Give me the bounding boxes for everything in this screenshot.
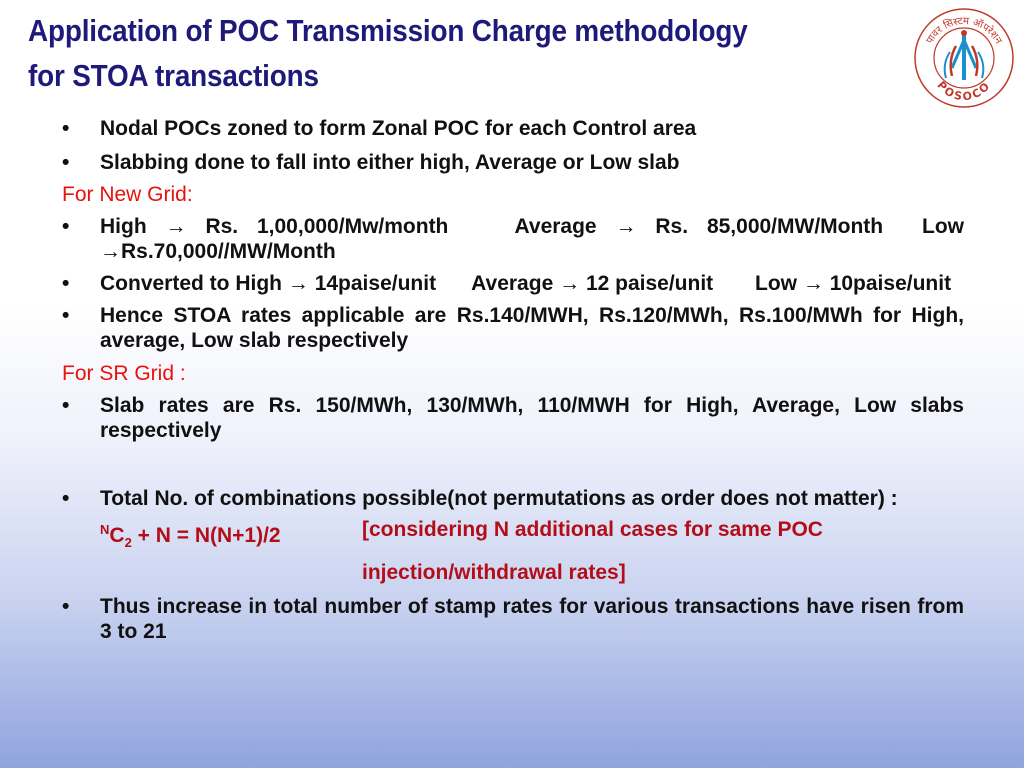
- bullet-slabbing: • Slabbing done to fall into either high…: [62, 150, 964, 175]
- bullet-new-grid-rates: • High → Rs. 1,00,000/Mw/month Average →…: [62, 214, 964, 264]
- bullet-total-combinations: • Total No. of combinations possible(not…: [62, 486, 964, 511]
- logo-emblem-icon: [943, 30, 985, 80]
- bullet-text: Nodal POCs zoned to form Zonal POC for e…: [100, 117, 697, 140]
- bullet-dot: •: [62, 595, 70, 619]
- bullet-dot: •: [62, 151, 70, 174]
- bullet-dot: •: [62, 394, 70, 417]
- arrow-right-icon: →: [165, 215, 187, 238]
- bullet-dot: •: [62, 304, 70, 327]
- bullet-text: Hence STOA rates applicable are Rs.140/M…: [100, 304, 964, 352]
- converted-low-label: Low: [755, 272, 797, 295]
- bullet-converted: • Converted to High → 14paise/unit Avera…: [62, 271, 964, 296]
- slide-title: Application of POC Transmission Charge m…: [28, 8, 811, 98]
- bullet-stamp-rates-increase: • Thus increase in total number of stamp…: [62, 594, 964, 644]
- arrow-right-icon: →: [559, 272, 581, 295]
- bullet-text: Slabbing done to fall into either high, …: [100, 151, 680, 174]
- new-grid-header: For New Grid:: [62, 183, 193, 206]
- formula-note-line-2: injection/withdrawal rates]: [362, 561, 626, 585]
- bullet-stoa-rates: • Hence STOA rates applicable are Rs.140…: [62, 303, 964, 353]
- bullet-text: Slab rates are Rs. 150/MWh, 130/MWh, 110…: [100, 394, 964, 442]
- bullet-text: Total No. of combinations possible(not p…: [100, 487, 898, 510]
- arrow-right-icon: →: [100, 240, 121, 263]
- converted-high-value: 14paise/unit: [314, 272, 437, 295]
- combination-formula: NC2 + N = N(N+1)/2 [considering N additi…: [62, 515, 964, 558]
- formula-superscript: N: [100, 522, 110, 537]
- bullet-dot: •: [62, 117, 70, 140]
- posoco-logo: पावर सिस्टम ऑपरेशन POSOCO: [914, 8, 1014, 108]
- bullet-sr-slab-rates: • Slab rates are Rs. 150/MWh, 130/MWh, 1…: [62, 393, 964, 443]
- bullet-text: High → Rs. 1,00,000/Mw/month Average → R…: [100, 214, 964, 264]
- low-rate: Rs.70,000//MW/Month: [121, 240, 336, 263]
- arrow-right-icon: →: [802, 272, 824, 295]
- slide-title-line-1: Application of POC Transmission Charge m…: [28, 13, 748, 48]
- average-label: Average: [514, 215, 597, 238]
- converted-average-value: 12 paise/unit: [585, 272, 714, 295]
- high-rate: Rs. 1,00,000/Mw/month: [205, 215, 449, 238]
- converted-low-value: 10paise/unit: [829, 272, 952, 295]
- arrow-right-icon: →: [287, 272, 309, 295]
- average-rate: Rs. 85,000/MW/Month: [655, 215, 884, 238]
- bullet-text: Thus increase in total number of stamp r…: [100, 595, 964, 644]
- bullet-text: Converted to High → 14paise/unit Average…: [100, 271, 964, 296]
- bullet-nodal-pocs: • Nodal POCs zoned to form Zonal POC for…: [62, 116, 964, 141]
- formula-note-line-1: [considering N additional cases for same…: [362, 518, 823, 541]
- slide-body: • Nodal POCs zoned to form Zonal POC for…: [62, 112, 964, 644]
- slide-title-line-2: for STOA transactions: [28, 58, 319, 93]
- converted-average-label: Average: [471, 272, 554, 295]
- arrow-right-icon: →: [615, 215, 637, 238]
- high-label: High: [100, 215, 147, 238]
- bullet-dot: •: [62, 215, 70, 238]
- bullet-dot: •: [62, 272, 70, 295]
- sr-grid-header: For SR Grid :: [62, 362, 186, 385]
- formula-subscript: 2: [124, 535, 132, 551]
- converted-high-label: Converted to High: [100, 272, 282, 295]
- formula-expression: + N = N(N+1)/2: [131, 524, 281, 547]
- low-label: Low: [922, 215, 965, 238]
- bullet-dot: •: [62, 487, 70, 510]
- formula-c: C: [109, 524, 125, 547]
